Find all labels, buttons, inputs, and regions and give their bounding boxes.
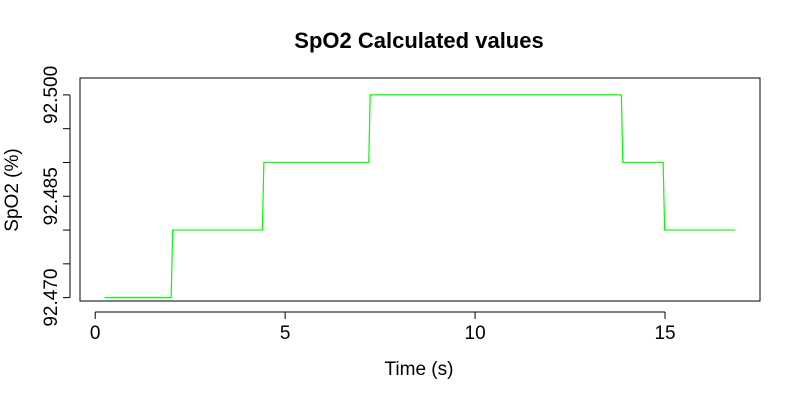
series-line <box>104 94 735 299</box>
x-tick-label: 0 <box>90 323 101 344</box>
y-tick-label: 92.485 <box>41 167 62 225</box>
x-tick-label: 15 <box>654 323 675 344</box>
x-tick-label: 10 <box>465 323 486 344</box>
y-tick-label: 92.500 <box>41 66 62 124</box>
y-axis-label: SpO2 (%) <box>2 148 23 231</box>
x-tick-label: 5 <box>280 323 291 344</box>
series-layer <box>104 94 735 299</box>
y-tick-label: 92.470 <box>41 269 62 327</box>
x-axis-label: Time (s) <box>385 359 454 380</box>
chart-title: SpO2 Calculated values <box>294 28 543 53</box>
plot-area-frame <box>79 77 761 302</box>
y-axis: 92.470 92.485 92.500 <box>41 66 71 327</box>
x-axis: 0 5 10 15 <box>90 311 676 344</box>
